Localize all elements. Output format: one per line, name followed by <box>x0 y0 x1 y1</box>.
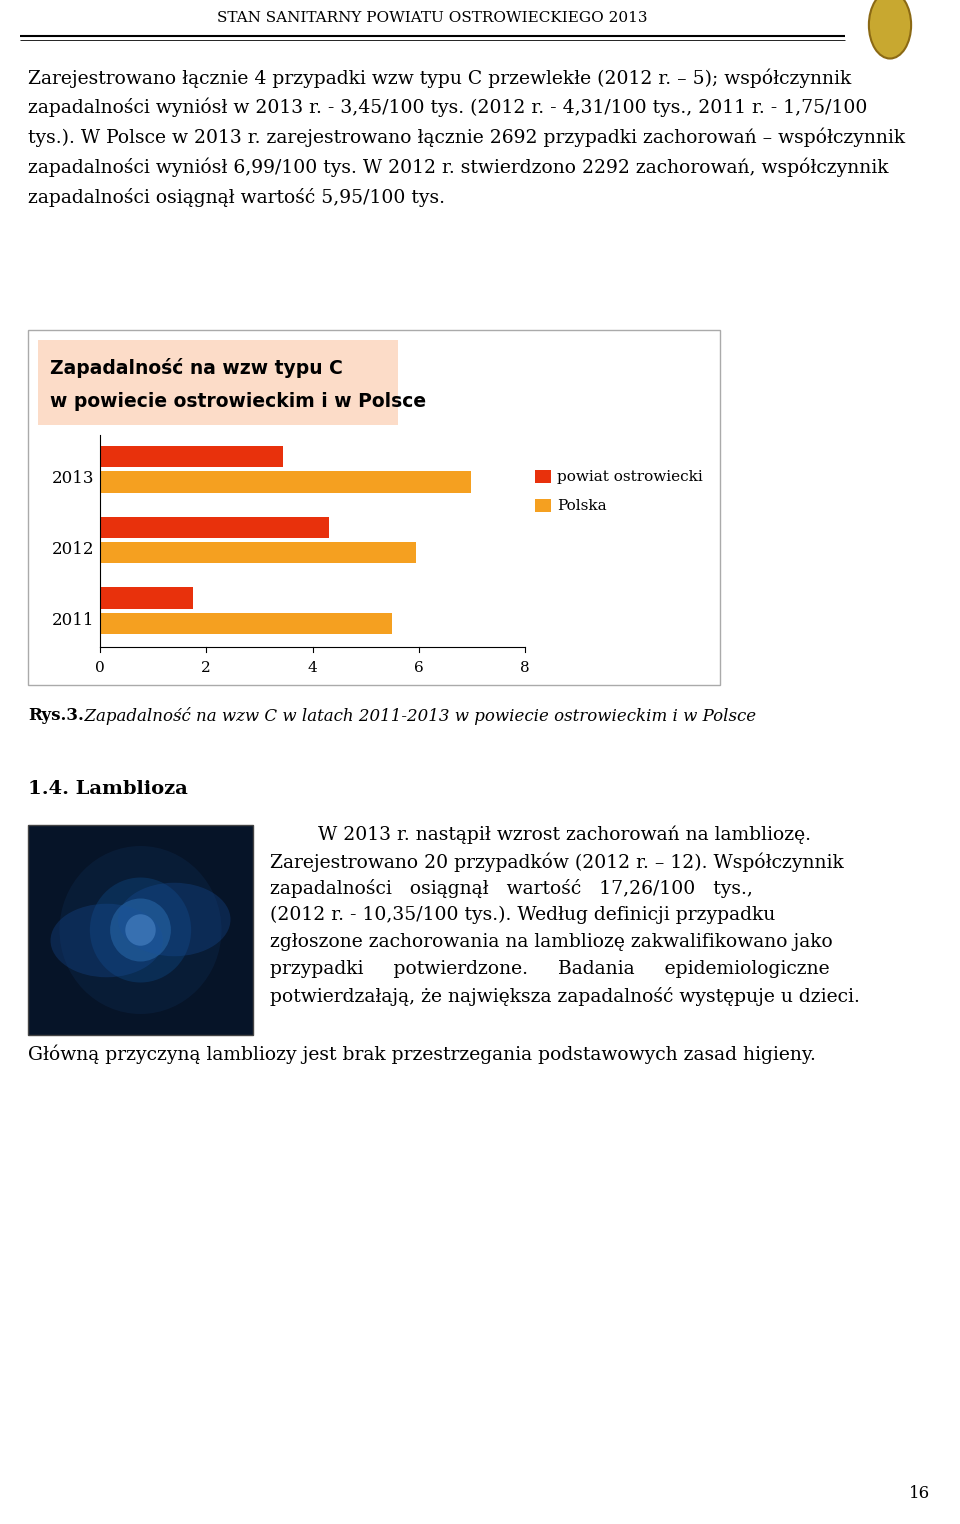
Text: 4: 4 <box>307 661 318 675</box>
Bar <box>100 587 193 608</box>
Ellipse shape <box>60 846 222 1013</box>
Text: przypadki     potwierdzone.     Badania     epidemiologiczne: przypadki potwierdzone. Badania epidemio… <box>270 960 829 978</box>
Ellipse shape <box>118 882 230 956</box>
Text: 0: 0 <box>95 661 105 675</box>
Bar <box>100 517 329 538</box>
Ellipse shape <box>110 899 171 962</box>
Text: STAN SANITARNY POWIATU OSTROWIECKIEGO 2013: STAN SANITARNY POWIATU OSTROWIECKIEGO 20… <box>217 11 647 24</box>
Text: zapadalności wyniósł w 2013 r. - 3,45/100 tys. (2012 r. - 4,31/100 tys., 2011 r.: zapadalności wyniósł w 2013 r. - 3,45/10… <box>28 98 868 117</box>
Text: Zapadalność na wzw C w latach 2011-2013 w powiecie ostrowieckim i w Polsce: Zapadalność na wzw C w latach 2011-2013 … <box>74 707 756 725</box>
Ellipse shape <box>90 878 191 983</box>
Bar <box>535 469 551 483</box>
Text: 6: 6 <box>414 661 423 675</box>
Text: 1.4. Lamblioza: 1.4. Lamblioza <box>28 780 188 799</box>
Text: zapadalności   osiągnął   wartość   17,26/100   tys.,: zapadalności osiągnął wartość 17,26/100 … <box>270 879 753 898</box>
Text: potwierdzałają, że największa zapadalność występuje u dzieci.: potwierdzałają, że największa zapadalnoś… <box>270 988 860 1006</box>
Text: 2012: 2012 <box>52 541 94 558</box>
Text: 16: 16 <box>909 1484 930 1503</box>
Bar <box>28 824 253 1035</box>
Text: 8: 8 <box>520 661 530 675</box>
Text: 2: 2 <box>202 661 211 675</box>
Text: w powiecie ostrowieckim i w Polsce: w powiecie ostrowieckim i w Polsce <box>50 393 426 411</box>
Text: 2011: 2011 <box>52 611 94 629</box>
Text: Zarejestrowano łącznie 4 przypadki wzw typu C przewlekłe (2012 r. – 5); współczy: Zarejestrowano łącznie 4 przypadki wzw t… <box>28 69 852 87</box>
Bar <box>38 340 398 425</box>
Text: powiat ostrowiecki: powiat ostrowiecki <box>557 469 703 483</box>
Text: (2012 r. - 10,35/100 tys.). Według definicji przypadku: (2012 r. - 10,35/100 tys.). Według defin… <box>270 905 776 924</box>
Bar <box>100 447 283 468</box>
Ellipse shape <box>126 914 156 946</box>
Text: 2013: 2013 <box>52 471 94 488</box>
Bar <box>535 500 551 512</box>
Text: Zapadalność na wzw typu C: Zapadalność na wzw typu C <box>50 358 343 378</box>
Text: W 2013 r. nastąpił wzrost zachorowań na lambliozę.: W 2013 r. nastąpił wzrost zachorowań na … <box>270 824 811 843</box>
Text: Polska: Polska <box>557 500 607 514</box>
Bar <box>100 613 393 634</box>
Text: tys.). W Polsce w 2013 r. zarejestrowano łącznie 2692 przypadki zachorowań – wsp: tys.). W Polsce w 2013 r. zarejestrowano… <box>28 128 905 148</box>
Text: zapadalności osiągnął wartość 5,95/100 tys.: zapadalności osiągnął wartość 5,95/100 t… <box>28 187 445 207</box>
Text: zapadalności wyniósł 6,99/100 tys. W 2012 r. stwierdzono 2292 zachorowań, współc: zapadalności wyniósł 6,99/100 tys. W 201… <box>28 158 889 177</box>
Text: zgłoszone zachorowania na lambliozę zakwalifikowano jako: zgłoszone zachorowania na lambliozę zakw… <box>270 933 832 951</box>
Text: Rys.3.: Rys.3. <box>28 707 84 724</box>
Circle shape <box>869 0 911 58</box>
Text: Zarejestrowano 20 przypadków (2012 r. – 12). Współczynnik: Zarejestrowano 20 przypadków (2012 r. – … <box>270 852 844 872</box>
Text: Główną przyczyną lambliozy jest brak przestrzegania podstawowych zasad higieny.: Główną przyczyną lambliozy jest brak prz… <box>28 1045 816 1064</box>
Bar <box>100 471 471 492</box>
Bar <box>100 543 416 564</box>
Ellipse shape <box>51 904 163 977</box>
Bar <box>28 331 720 684</box>
